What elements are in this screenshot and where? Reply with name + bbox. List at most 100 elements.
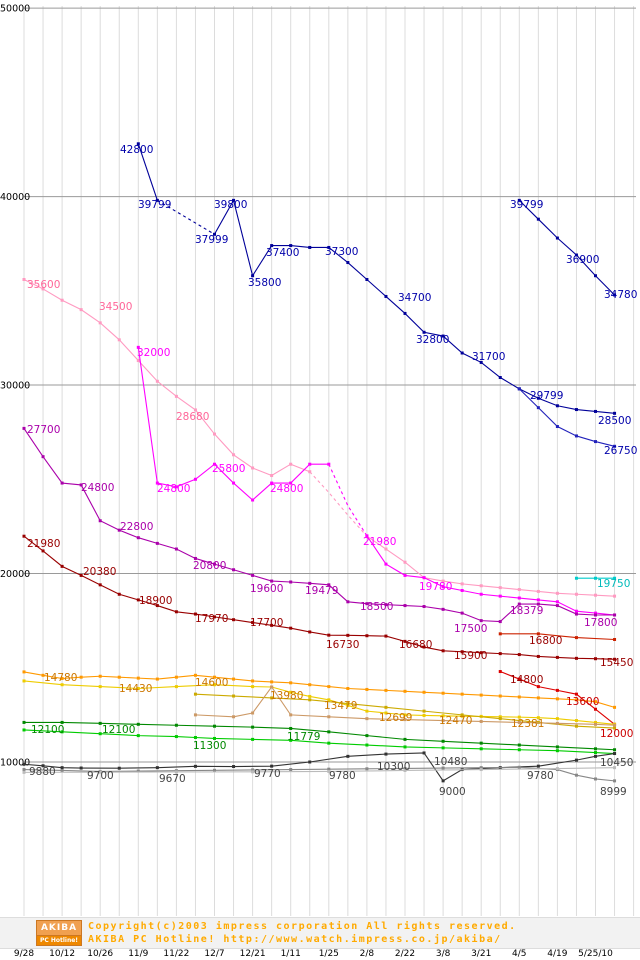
svg-text:9780: 9780 — [329, 770, 356, 782]
site-url-text[interactable]: AKIBA PC Hotline! http://www.watch.impre… — [88, 934, 502, 945]
svg-text:9/28: 9/28 — [14, 949, 34, 959]
svg-text:42800: 42800 — [120, 144, 153, 156]
svg-text:29799: 29799 — [530, 390, 563, 402]
svg-text:8999: 8999 — [600, 786, 627, 798]
svg-text:17500: 17500 — [454, 623, 487, 635]
svg-text:24800: 24800 — [270, 483, 303, 495]
svg-text:9770: 9770 — [254, 768, 281, 780]
svg-text:27700: 27700 — [27, 424, 60, 436]
svg-text:39800: 39800 — [214, 199, 247, 211]
svg-text:12/7: 12/7 — [204, 949, 224, 959]
svg-text:10/26: 10/26 — [87, 949, 113, 959]
svg-text:15900: 15900 — [454, 650, 487, 662]
svg-text:18900: 18900 — [139, 595, 172, 607]
svg-text:31700: 31700 — [472, 351, 505, 363]
svg-text:34500: 34500 — [99, 301, 132, 313]
svg-text:1/25: 1/25 — [319, 949, 339, 959]
svg-text:14780: 14780 — [44, 672, 77, 684]
svg-text:39799: 39799 — [138, 199, 171, 211]
akiba-logo-top: AKIBA — [36, 920, 82, 936]
svg-text:21980: 21980 — [363, 536, 396, 548]
svg-text:9880: 9880 — [29, 766, 56, 778]
svg-text:10000: 10000 — [0, 758, 30, 769]
copyright-text: Copyright(c)2003 impress corporation All… — [88, 921, 517, 932]
svg-text:20800: 20800 — [193, 560, 226, 572]
svg-text:12381: 12381 — [511, 718, 544, 730]
svg-text:13980: 13980 — [270, 690, 303, 702]
svg-text:19479: 19479 — [305, 585, 338, 597]
svg-text:3/21: 3/21 — [471, 949, 491, 959]
svg-text:26750: 26750 — [604, 445, 637, 457]
svg-text:21980: 21980 — [27, 538, 60, 550]
svg-text:12000: 12000 — [600, 728, 633, 740]
svg-text:12699: 12699 — [379, 712, 412, 724]
svg-text:18500: 18500 — [360, 601, 393, 613]
svg-text:9700: 9700 — [87, 770, 114, 782]
svg-text:19750: 19750 — [597, 578, 630, 590]
svg-text:39799: 39799 — [510, 199, 543, 211]
svg-text:35600: 35600 — [27, 279, 60, 291]
svg-text:2/8: 2/8 — [360, 949, 375, 959]
akiba-pc-hotline-logo: AKIBA PC Hotline! — [36, 920, 82, 946]
svg-text:34780: 34780 — [604, 289, 637, 301]
svg-text:10450: 10450 — [600, 757, 633, 769]
svg-text:9670: 9670 — [159, 773, 186, 785]
svg-text:16800: 16800 — [529, 635, 562, 647]
svg-text:37400: 37400 — [266, 247, 299, 259]
svg-text:40000: 40000 — [0, 192, 30, 203]
svg-text:1/11: 1/11 — [281, 949, 301, 959]
svg-text:20000: 20000 — [0, 569, 30, 580]
svg-text:11/22: 11/22 — [163, 949, 189, 959]
svg-text:14430: 14430 — [119, 683, 152, 695]
svg-text:20380: 20380 — [83, 566, 116, 578]
svg-text:28680: 28680 — [176, 411, 209, 423]
svg-text:16680: 16680 — [399, 639, 432, 651]
svg-text:34700: 34700 — [398, 292, 431, 304]
svg-text:19780: 19780 — [419, 581, 452, 593]
svg-text:50000: 50000 — [0, 4, 30, 15]
svg-text:10480: 10480 — [434, 756, 467, 768]
svg-text:36900: 36900 — [566, 254, 599, 266]
svg-text:18379: 18379 — [510, 605, 543, 617]
svg-text:17800: 17800 — [584, 617, 617, 629]
svg-text:24800: 24800 — [81, 482, 114, 494]
svg-text:30000: 30000 — [0, 381, 30, 392]
svg-text:24800: 24800 — [157, 483, 190, 495]
svg-text:14800: 14800 — [510, 674, 543, 686]
svg-text:32000: 32000 — [137, 347, 170, 359]
svg-text:12100: 12100 — [102, 724, 135, 736]
footer-banner: AKIBA PC Hotline! Copyright(c)2003 impre… — [0, 917, 640, 949]
svg-text:13479: 13479 — [324, 700, 357, 712]
svg-text:11300: 11300 — [193, 740, 226, 752]
svg-text:4/5: 4/5 — [512, 949, 526, 959]
svg-text:9780: 9780 — [527, 770, 554, 782]
svg-text:13600: 13600 — [566, 696, 599, 708]
svg-text:3/8: 3/8 — [436, 949, 451, 959]
svg-text:19600: 19600 — [250, 583, 283, 595]
svg-text:17700: 17700 — [250, 617, 283, 629]
svg-text:28500: 28500 — [598, 415, 631, 427]
svg-text:11779: 11779 — [287, 731, 320, 743]
svg-text:16730: 16730 — [326, 639, 359, 651]
svg-text:25800: 25800 — [212, 463, 245, 475]
svg-text:11/9: 11/9 — [128, 949, 148, 959]
svg-text:5/25/10: 5/25/10 — [578, 949, 613, 959]
svg-text:10300: 10300 — [377, 761, 410, 773]
svg-text:17970: 17970 — [195, 613, 228, 625]
akiba-logo-bottom: PC Hotline! — [36, 936, 82, 946]
svg-text:22800: 22800 — [120, 521, 153, 533]
svg-text:12/21: 12/21 — [240, 949, 266, 959]
svg-text:15450: 15450 — [600, 657, 633, 669]
svg-text:10/12: 10/12 — [49, 949, 75, 959]
svg-text:32800: 32800 — [416, 334, 449, 346]
svg-text:14600: 14600 — [195, 677, 228, 689]
svg-text:35800: 35800 — [248, 277, 281, 289]
svg-text:12100: 12100 — [31, 724, 64, 736]
svg-text:4/19: 4/19 — [547, 949, 567, 959]
svg-text:2/22: 2/22 — [395, 949, 415, 959]
svg-text:37999: 37999 — [195, 234, 228, 246]
svg-text:37300: 37300 — [325, 246, 358, 258]
svg-text:12470: 12470 — [439, 715, 472, 727]
